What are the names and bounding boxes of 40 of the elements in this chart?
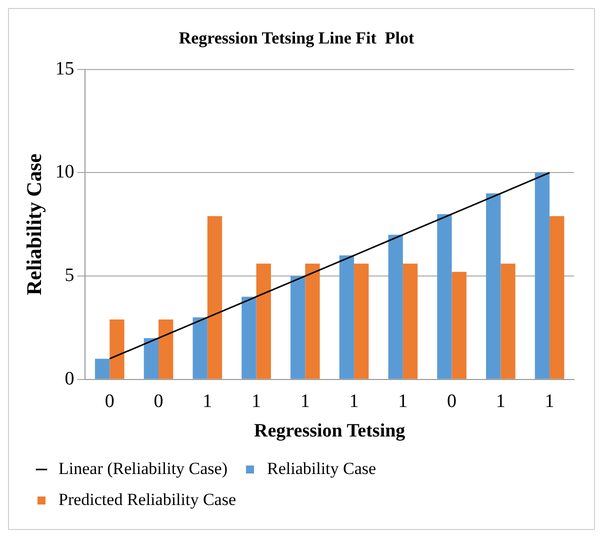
legend-label: Reliability Case (266, 458, 376, 478)
y-axis-title: Reliability Case (22, 154, 46, 296)
x-axis-title: Regression Tetsing (254, 420, 406, 442)
x-tick-label: 1 (544, 390, 554, 412)
bar (437, 214, 452, 379)
bar (192, 317, 208, 379)
x-tick-label: 1 (300, 390, 310, 412)
x-tick-label: 0 (447, 390, 457, 412)
bar (94, 358, 110, 379)
legend-label: Linear (Reliability Case) (58, 458, 228, 478)
x-tick-label: 1 (349, 390, 359, 412)
bar (158, 319, 174, 379)
bar (550, 216, 564, 379)
y-tick-label: 15 (55, 58, 74, 80)
bar (242, 296, 256, 379)
y-tick-label: 5 (64, 265, 74, 286)
bar (500, 264, 516, 379)
bar (256, 264, 271, 379)
bar (290, 276, 306, 379)
x-tick-label: 0 (104, 390, 114, 412)
y-tick-label: 0 (64, 368, 74, 390)
bar (305, 264, 320, 379)
bar (339, 255, 354, 379)
bar (354, 264, 369, 379)
x-tick-label: 1 (252, 390, 262, 412)
legend-label: Predicted Reliability Case (58, 490, 236, 509)
y-tick-label: 10 (55, 162, 74, 183)
bar (402, 264, 418, 379)
x-tick-label: 1 (202, 390, 212, 412)
x-tick-label: 1 (398, 390, 408, 412)
bar (452, 272, 466, 379)
bar (144, 338, 159, 379)
bar (207, 216, 222, 379)
bar (486, 193, 501, 379)
bar (110, 319, 124, 379)
x-tick-label: 1 (496, 390, 506, 412)
bar (388, 234, 403, 379)
chart-title: Regression Tetsing Line Fit Plot (178, 28, 414, 48)
x-tick-label: 0 (154, 390, 164, 412)
bar (534, 172, 550, 379)
